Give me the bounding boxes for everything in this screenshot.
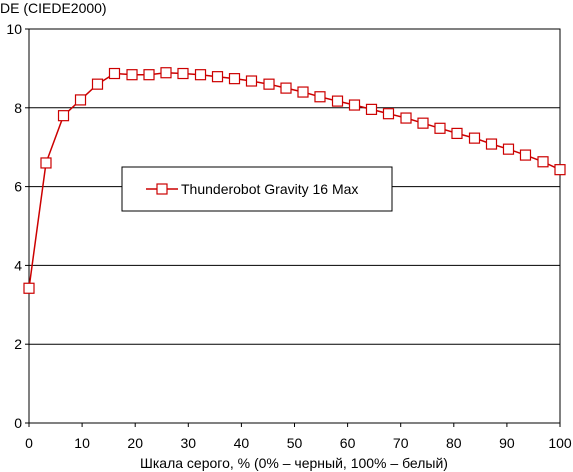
- data-point: [108, 67, 121, 80]
- data-point: [451, 127, 463, 140]
- y-tick-label: 2: [14, 336, 22, 352]
- data-point: [417, 117, 429, 129]
- x-tick-label: 50: [287, 435, 303, 451]
- y-axis-label: DE (CIEDE2000): [0, 0, 107, 16]
- x-tick-label: 90: [499, 435, 515, 451]
- data-point: [348, 99, 361, 111]
- data-point: [57, 110, 70, 122]
- data-point: [74, 94, 87, 106]
- x-tick-label: 0: [25, 435, 33, 451]
- data-point: [331, 95, 344, 107]
- data-point: [40, 157, 52, 169]
- y-tick-label: 4: [14, 257, 22, 273]
- data-point: [468, 132, 481, 144]
- data-point: [23, 282, 35, 294]
- data-point: [519, 149, 532, 161]
- data-point: [434, 122, 446, 134]
- data-point: [143, 69, 155, 81]
- data-point: [537, 156, 549, 168]
- data-point: [554, 164, 566, 176]
- legend: Thunderobot Gravity 16 Max: [121, 166, 393, 212]
- series-group: [23, 67, 566, 294]
- data-point: [502, 143, 515, 155]
- data-point: [126, 69, 138, 81]
- y-tick-label: 8: [14, 100, 22, 116]
- data-point: [280, 82, 292, 94]
- x-tick-label: 60: [340, 435, 356, 451]
- data-point: [91, 78, 104, 90]
- x-tick-label: 80: [446, 435, 462, 451]
- y-tick-label: 10: [6, 21, 22, 37]
- data-point: [177, 67, 189, 80]
- plot-background: [29, 29, 560, 423]
- x-tick-label: 20: [127, 435, 143, 451]
- x-tick-label: 30: [181, 435, 197, 451]
- data-point: [314, 91, 326, 103]
- legend-label: Thunderobot Gravity 16 Max: [181, 181, 358, 197]
- legend-marker-icon: [156, 183, 168, 195]
- data-point: [194, 69, 207, 81]
- data-point: [400, 112, 412, 124]
- x-tick-label: 70: [393, 435, 409, 451]
- data-point: [245, 75, 258, 87]
- x-axis-label: Шкала серого, % (0% – черный, 100% – бел…: [140, 455, 448, 471]
- x-tick-label: 100: [548, 435, 572, 451]
- data-point: [485, 138, 498, 150]
- y-tick-label: 0: [14, 415, 22, 431]
- x-tick-label: 10: [74, 435, 90, 451]
- data-point: [365, 103, 378, 115]
- data-point: [297, 86, 309, 98]
- data-point: [160, 67, 172, 79]
- data-point: [211, 71, 224, 83]
- y-axis-ticks: 0 2 4 6 8 10: [6, 21, 29, 431]
- y-tick-label: 6: [14, 179, 22, 195]
- data-point: [382, 108, 395, 120]
- data-point: [228, 73, 241, 85]
- x-axis-ticks: 0 10 20 30 40 50 60 70 80 90 100: [25, 423, 572, 451]
- data-point: [263, 78, 275, 90]
- x-tick-label: 40: [234, 435, 250, 451]
